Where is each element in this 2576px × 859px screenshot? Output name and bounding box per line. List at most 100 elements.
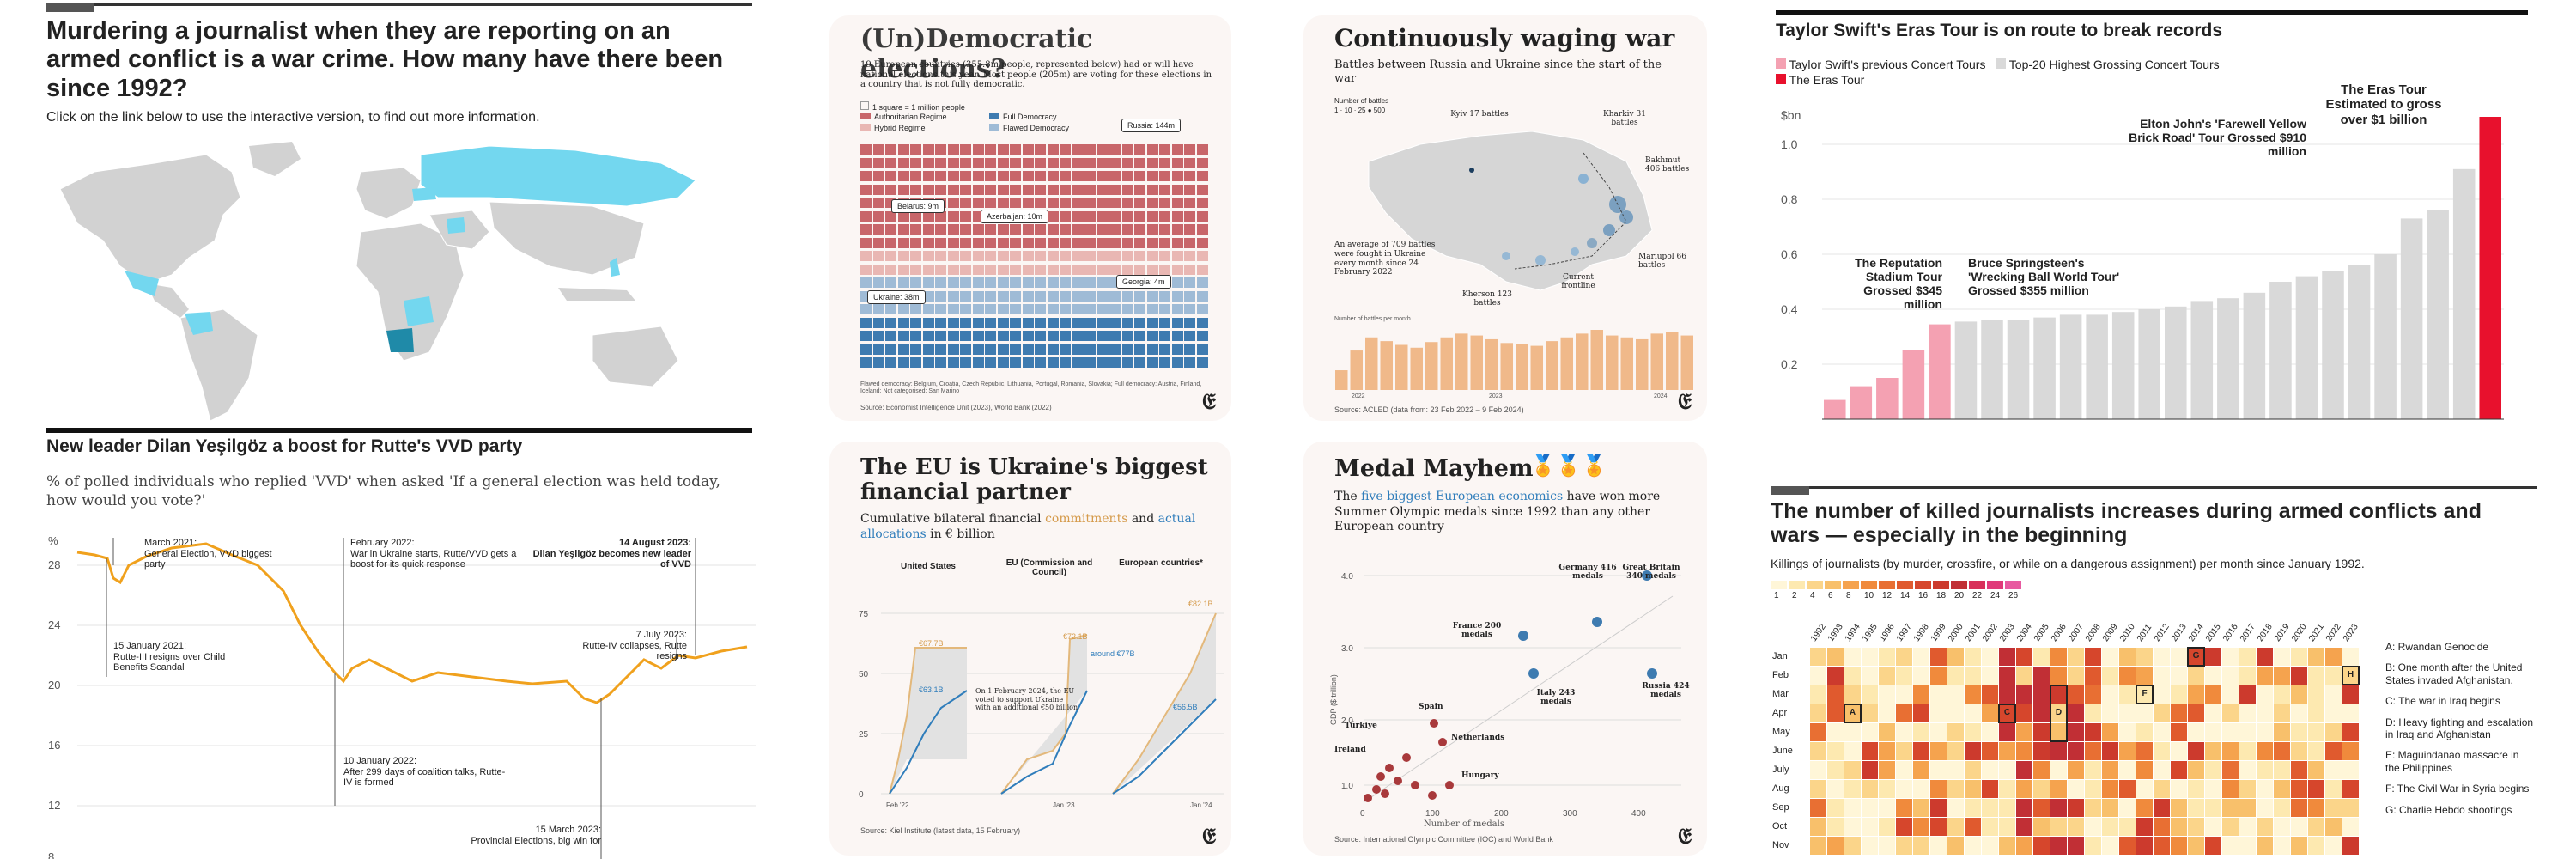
waffle-square: [897, 357, 909, 368]
medals-subtitle: The five biggest European economics have…: [1334, 490, 1661, 533]
waffle-square: [1159, 237, 1170, 248]
heatmap-month-label: Oct: [1772, 821, 1788, 832]
war-bar: [1620, 337, 1633, 390]
waffle-square: [1121, 184, 1133, 195]
waffle-square: [947, 144, 959, 155]
waffle-square: [972, 331, 984, 341]
waffle-square: [985, 157, 996, 168]
waffle-square: [1047, 251, 1059, 261]
waffle-square: [872, 277, 884, 288]
poll-annot-aug2023: 14 August 2023: Dilan Yeşilgöz becomes ne…: [532, 538, 691, 570]
waffle-square: [922, 317, 934, 328]
heatmap-cell: [2342, 742, 2359, 760]
heatmap-cell: [2050, 818, 2067, 836]
heatmap-cell: [1844, 667, 1861, 685]
heatmap-cell: [2033, 648, 2050, 666]
waffle-square: [985, 317, 996, 328]
heatmap-cell: [2291, 761, 2307, 779]
heatmap-event-box[interactable]: D: [2050, 685, 2068, 742]
heatmap-cell: [1947, 723, 1964, 741]
heatmap-event-box[interactable]: A: [1844, 704, 1862, 723]
heatmap-cell: [1879, 723, 1895, 741]
eu-note: On 1 February 2024, the EU voted to supp…: [975, 687, 1078, 712]
waffle-square: [1171, 251, 1183, 261]
waffle-square: [922, 264, 934, 275]
waffle-square: [972, 237, 984, 248]
heatmap-cell: [1913, 742, 1929, 760]
heatmap-cell: [2325, 780, 2342, 798]
heatmap-cell: [1999, 723, 2015, 741]
eu-tick-0: 0: [859, 790, 864, 800]
waffle-square: [1121, 237, 1133, 248]
waffle-square: [922, 344, 934, 355]
poll-tick-16: 16: [48, 739, 60, 752]
waffle-square: [1072, 198, 1084, 208]
heatmap-cell: [1913, 667, 1929, 685]
heatmap-cell: [2274, 837, 2290, 855]
swift-title: Taylor Swift's Eras Tour is on route to …: [1776, 21, 2223, 40]
waffle-square: [897, 144, 909, 155]
heatmap-cell: [1965, 667, 1981, 685]
medals-scatter: 4.0 3.0 2.0 1.0 0 100 200 300 400 GDP ($…: [1329, 570, 1681, 819]
heatmap-event-box[interactable]: C: [1998, 704, 2016, 723]
waffle-square: [972, 290, 984, 302]
heatmap-cell: [2171, 837, 2187, 855]
heatmap-cell: [2119, 761, 2136, 779]
heatmap-event-box[interactable]: H: [2342, 666, 2360, 685]
waffle-square: [1171, 264, 1183, 275]
waffle-square: [1109, 237, 1121, 248]
ukraine-map[interactable]: [1334, 110, 1695, 325]
eu-xtick-jan24: Jan '24: [1190, 801, 1212, 809]
heatmap-cell: [2291, 723, 2307, 741]
waffle-square: [1060, 157, 1071, 168]
heatmap-cell: [2085, 780, 2101, 798]
heatmap-cell: [1930, 704, 1947, 722]
heatmap-cell: [2239, 704, 2256, 722]
heatmap-cell: [1930, 761, 1947, 779]
waffle-square: [1060, 237, 1071, 248]
event-c: C: The war in Iraq begins: [2385, 695, 2500, 708]
waffle-square: [1097, 357, 1109, 368]
heatmap-year-label: 2021: [2306, 622, 2326, 643]
world-map[interactable]: [43, 137, 756, 425]
heatmap-cell: [2085, 742, 2101, 760]
waffle-square: [1146, 304, 1158, 314]
swift-tick-label: 0.4: [1781, 302, 1798, 316]
heatmap-cell: [1896, 799, 1912, 817]
heatmap-event-box[interactable]: F: [2136, 685, 2154, 704]
heatmap-cell: [2033, 704, 2050, 722]
heatmap-cell: [1879, 837, 1895, 855]
waffle-square: [1146, 357, 1158, 368]
heatmap-cell: [2171, 685, 2187, 704]
waffle-square: [1022, 251, 1034, 261]
heatmap-month-label: May: [1772, 727, 1790, 737]
heatmap-cell: [1810, 780, 1826, 798]
heatmap-year-label: 2005: [2032, 622, 2051, 643]
waffle-square: [1134, 357, 1145, 368]
waffle-square: [947, 198, 959, 208]
heatmap-cell: [1879, 780, 1895, 798]
heatmap-cell: [2188, 818, 2204, 836]
waffle-square: [1072, 344, 1084, 355]
heatmap-cell: [2068, 685, 2084, 704]
waffle-square: [1121, 290, 1133, 302]
heatmap-cell: [2171, 780, 2187, 798]
heatmap-cell: [2205, 742, 2221, 760]
waffle-square: [1022, 171, 1034, 181]
heatmap-event-box[interactable]: G: [2187, 647, 2205, 667]
heatmap-cell: [1930, 723, 1947, 741]
heatmap-cell: [2085, 761, 2101, 779]
waffle-square: [1022, 198, 1034, 208]
heatmap-cell: [2291, 818, 2307, 836]
heatmap-cell: [2222, 667, 2239, 685]
waffle-square: [960, 317, 971, 328]
heatmap-cell: [1913, 818, 1929, 836]
waffle-square: [1184, 357, 1195, 368]
waffle-square: [1196, 224, 1208, 235]
heatmap-cell: [2171, 667, 2187, 685]
heatmap-scale-label: 20: [1954, 591, 1965, 600]
eu-commit: [1000, 634, 1088, 795]
war-card: Continuously waging war Battles between …: [1303, 15, 1707, 421]
waffle-square: [872, 157, 884, 168]
waffle-square: [1047, 198, 1059, 208]
